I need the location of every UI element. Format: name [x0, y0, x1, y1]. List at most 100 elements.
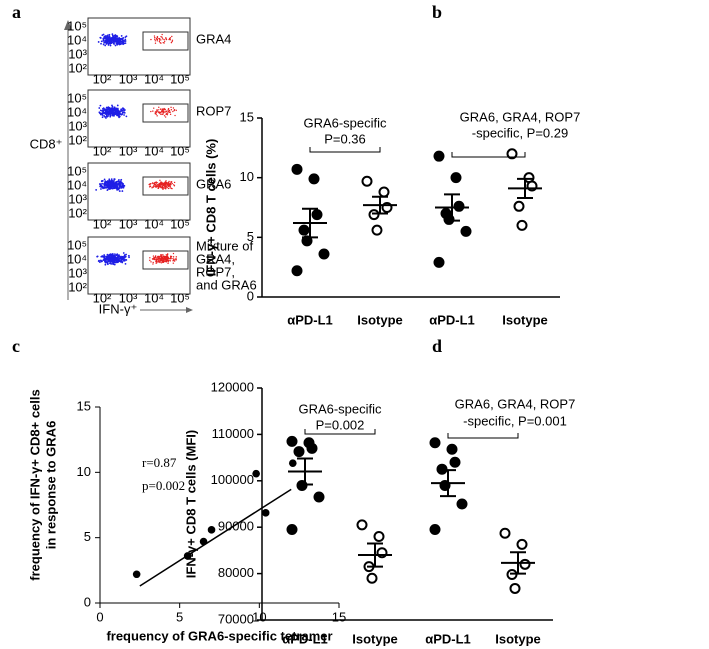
event-dot — [122, 43, 125, 46]
event-dot — [150, 110, 152, 113]
event-dot — [169, 113, 172, 116]
event-dot — [173, 184, 175, 186]
event-dot — [100, 40, 103, 43]
y-tick-label: 10⁴ — [67, 177, 87, 192]
event-dot — [113, 113, 116, 115]
event-dot — [166, 186, 168, 189]
event-dot — [108, 33, 111, 36]
data-point — [293, 446, 305, 458]
event-dot — [100, 180, 103, 183]
event-dot — [175, 256, 178, 258]
event-dot — [167, 111, 169, 113]
event-dot — [108, 255, 111, 258]
event-dot — [153, 258, 156, 260]
y-tick-label: 0 — [247, 288, 254, 303]
event-dot — [157, 261, 159, 263]
data-point — [433, 150, 445, 162]
data-point — [450, 172, 462, 184]
data-point — [306, 442, 318, 454]
event-dot — [110, 183, 113, 186]
event-dot — [107, 185, 110, 188]
event-dot — [123, 254, 126, 257]
event-dot — [171, 182, 173, 185]
event-dot — [170, 41, 173, 44]
event-dot — [153, 185, 155, 187]
data-point — [318, 248, 330, 260]
event-dot — [156, 40, 158, 42]
y-tick-label: 10⁵ — [67, 163, 87, 178]
event-dot — [114, 111, 116, 114]
event-dot — [110, 178, 113, 181]
event-dot — [106, 108, 109, 110]
data-point — [311, 209, 323, 221]
event-dot — [171, 35, 173, 38]
y-tick-label: 10² — [68, 132, 87, 147]
event-dot — [123, 258, 126, 261]
event-dot — [163, 42, 165, 44]
event-dot — [122, 186, 125, 189]
x-tick-label: 15 — [332, 609, 346, 624]
event-dot — [161, 181, 163, 184]
event-dot — [104, 184, 107, 187]
event-dot — [104, 115, 106, 118]
event-dot — [102, 256, 104, 258]
event-dot — [104, 112, 106, 115]
event-dot — [115, 187, 118, 189]
event-dot — [110, 262, 113, 265]
data-point — [378, 186, 390, 198]
event-dot — [114, 40, 117, 43]
event-dot — [159, 186, 162, 188]
event-dot — [99, 104, 102, 107]
y-tick-label: 10² — [68, 205, 87, 220]
event-dot — [158, 260, 160, 262]
event-dot — [159, 113, 162, 115]
data-point — [516, 538, 528, 550]
event-dot — [95, 189, 98, 191]
event-dot — [118, 186, 121, 188]
event-dot — [157, 109, 159, 111]
event-dot — [114, 182, 117, 185]
event-dot — [168, 184, 170, 187]
event-dot — [119, 180, 122, 183]
event-dot — [161, 186, 164, 189]
event-dot — [160, 262, 163, 264]
plot-label: GRA4 — [196, 31, 231, 46]
annotation: GRA6-specific — [303, 115, 387, 130]
x-tick-label: 10² — [93, 216, 112, 231]
data-point — [132, 570, 141, 579]
event-dot — [169, 38, 171, 41]
event-dot — [105, 111, 108, 114]
event-dot — [150, 38, 152, 41]
x-tick-label: 10³ — [119, 290, 138, 305]
event-dot — [99, 183, 101, 185]
event-dot — [96, 255, 99, 258]
event-dot — [117, 257, 119, 259]
event-dot — [114, 109, 117, 112]
event-dot — [154, 40, 157, 42]
arrow-head — [64, 20, 72, 30]
data-point — [506, 148, 518, 160]
event-dot — [107, 36, 110, 38]
event-dot — [112, 187, 115, 190]
event-dot — [102, 187, 104, 190]
event-dot — [161, 108, 164, 110]
event-dot — [151, 258, 154, 260]
event-dot — [156, 109, 158, 111]
event-dot — [113, 178, 116, 181]
event-dot — [154, 111, 157, 113]
gate — [142, 31, 189, 51]
event-dot — [116, 114, 118, 117]
event-dot — [155, 182, 157, 184]
y-tick-label: 10⁵ — [67, 18, 87, 33]
event-dot — [153, 35, 156, 37]
sem-bar — [517, 177, 533, 199]
data-point — [261, 509, 270, 517]
event-dot — [108, 179, 111, 182]
x-tick-label: αPD-L1 — [282, 631, 328, 646]
event-dot — [152, 255, 155, 257]
gate — [142, 250, 189, 270]
x-tick-label: 10⁴ — [144, 143, 164, 158]
event-dot — [100, 255, 103, 258]
event-dot — [158, 106, 160, 109]
event-dot — [121, 109, 124, 112]
